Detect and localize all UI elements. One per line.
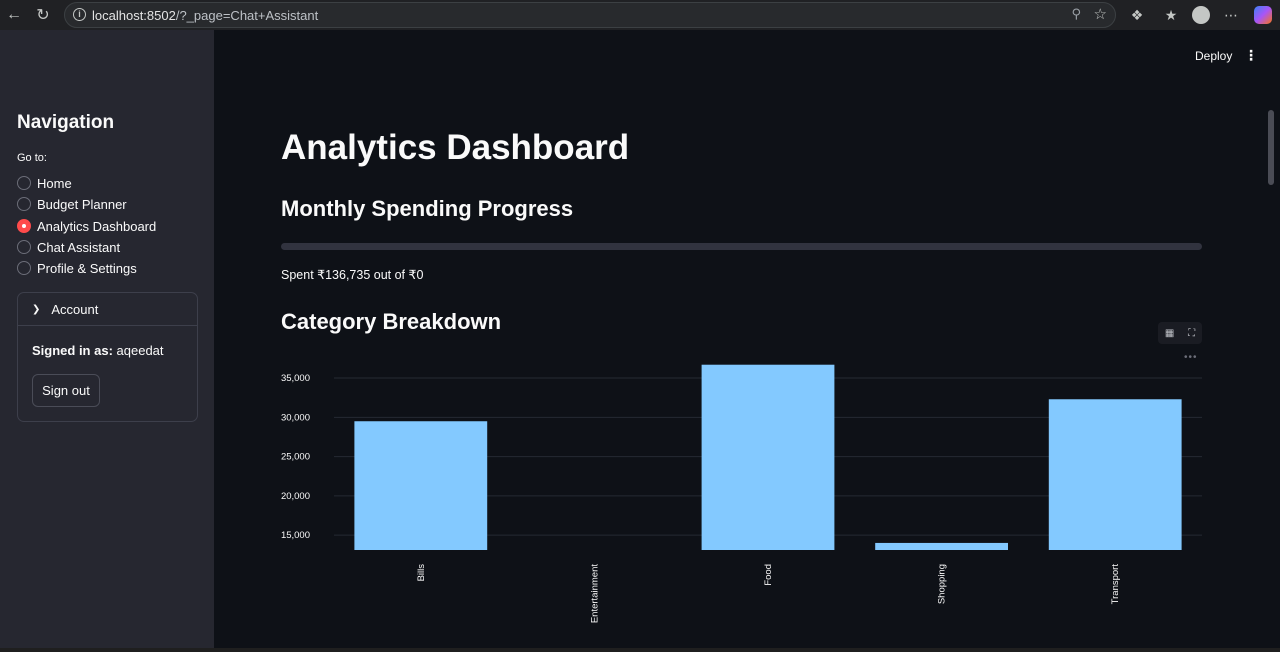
x-tick-label: Bills: [416, 564, 427, 582]
main-scrollbar[interactable]: [1268, 110, 1274, 185]
url-text: localhost:8502/?_page=Chat+Assistant: [92, 8, 318, 23]
nav-radio-chat-assistant[interactable]: Chat Assistant: [17, 237, 120, 257]
deploy-button[interactable]: Deploy: [1195, 49, 1233, 63]
fullscreen-icon[interactable]: ⛶: [1188, 327, 1196, 339]
sign-out-button[interactable]: Sign out: [32, 374, 100, 407]
account-expander: ❯ Account Signed in as: aqeedat Sign out: [17, 292, 198, 422]
x-tick-label: Shopping: [937, 564, 948, 604]
signed-in-username: aqeedat: [116, 343, 164, 358]
app-frame: Navigation Go to: Home Budget Planner An…: [0, 30, 1280, 652]
progress-section-title: Monthly Spending Progress: [281, 196, 574, 221]
spending-progress-bar: [281, 243, 1202, 250]
sidebar-title: Navigation: [17, 112, 115, 133]
main-menu-icon[interactable]: ⋮: [1244, 47, 1258, 63]
browser-toolbar: ← ↻ i localhost:8502/?_page=Chat+Assista…: [0, 0, 1280, 30]
sidebar: Navigation Go to: Home Budget Planner An…: [0, 30, 214, 648]
table-view-icon[interactable]: ▦: [1164, 327, 1175, 339]
signed-in-label: Signed in as:: [32, 343, 113, 358]
chart-toolbar: ▦ ⛶: [1158, 322, 1202, 344]
x-tick-label: Transport: [1110, 564, 1121, 605]
url-path: /?_page=Chat+Assistant: [175, 7, 319, 23]
profile-avatar-icon[interactable]: [1190, 4, 1212, 26]
nav-radio-analytics-dashboard[interactable]: Analytics Dashboard: [17, 216, 156, 236]
copilot-icon[interactable]: [1252, 4, 1274, 26]
x-tick-label: Food: [763, 564, 774, 586]
radio-circle-icon[interactable]: [17, 261, 31, 275]
site-info-icon[interactable]: i: [73, 8, 86, 21]
chevron-down-icon: ❯: [32, 303, 41, 315]
bottom-strip: [0, 648, 1280, 652]
chart-more-icon[interactable]: •••: [1184, 352, 1198, 363]
radio-circle-icon[interactable]: [17, 176, 31, 190]
radio-circle-icon[interactable]: [17, 240, 31, 254]
radio-selected-icon[interactable]: [17, 219, 31, 233]
category-bar-chart: 15,000 20,000 25,000 30,000 35,000 Bills Enter…: [281, 364, 1202, 624]
y-tick-label: 15,000: [281, 530, 310, 541]
nav-radio-home[interactable]: Home: [17, 173, 72, 193]
address-bar[interactable]: i localhost:8502/?_page=Chat+Assistant ⚲…: [64, 2, 1116, 28]
y-tick-label: 20,000: [281, 491, 310, 502]
spent-text: Spent ₹136,735 out of ₹0: [281, 268, 424, 282]
page-title: Analytics Dashboard: [281, 128, 630, 167]
bar-transport[interactable]: [1048, 399, 1182, 550]
back-icon[interactable]: ←: [6, 6, 22, 23]
more-options-icon[interactable]: ⋯: [1224, 6, 1238, 23]
x-tick-label: Entertainment: [589, 564, 600, 624]
account-expander-header[interactable]: ❯ Account: [18, 293, 197, 326]
signed-in-text: Signed in as: aqeedat: [32, 343, 164, 358]
bar-bills[interactable]: [354, 421, 488, 550]
favorites-icon[interactable]: ★: [1164, 6, 1178, 23]
nav-radio-label: Chat Assistant: [37, 239, 121, 255]
y-tick-label: 35,000: [281, 373, 310, 384]
nav-radio-label: Analytics Dashboard: [37, 218, 157, 234]
account-title: Account: [51, 301, 99, 317]
nav-radio-profile-settings[interactable]: Profile & Settings: [17, 258, 137, 278]
y-tick-label: 25,000: [281, 452, 310, 463]
category-section-title: Category Breakdown: [281, 309, 502, 334]
nav-radio-label: Profile & Settings: [37, 260, 137, 276]
nav-radio-label: Home: [37, 175, 72, 191]
radio-circle-icon[interactable]: [17, 197, 31, 211]
reload-icon[interactable]: ↻: [36, 7, 50, 24]
key-icon[interactable]: ⚲: [1071, 6, 1081, 21]
nav-radio-label: Budget Planner: [37, 196, 127, 212]
bar-shopping[interactable]: [875, 542, 1009, 550]
goto-label: Go to:: [17, 152, 47, 164]
y-tick-label: 30,000: [281, 412, 310, 423]
bar-food[interactable]: [701, 364, 835, 550]
star-icon[interactable]: ☆: [1093, 6, 1107, 23]
nav-radio-budget-planner[interactable]: Budget Planner: [17, 194, 127, 214]
extensions-icon[interactable]: ❖: [1130, 6, 1144, 23]
url-host: localhost:8502: [92, 7, 176, 23]
main-content: Deploy ⋮ Analytics Dashboard Monthly Spe…: [214, 30, 1280, 648]
